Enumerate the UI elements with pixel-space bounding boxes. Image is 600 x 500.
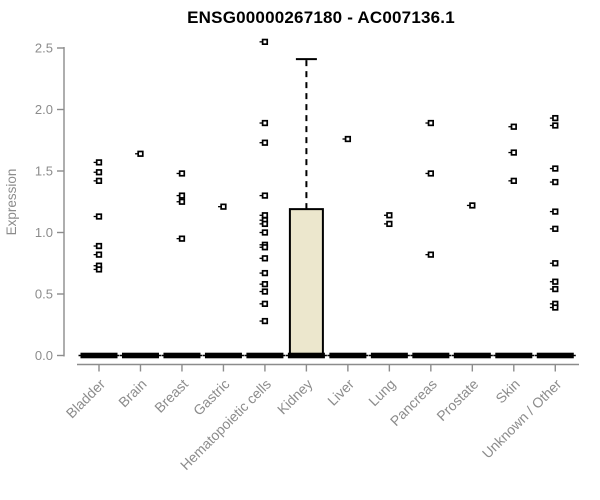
outlier-point: [427, 119, 434, 127]
outlier-point: [261, 244, 269, 251]
outlier-point: [178, 235, 186, 242]
outlier-point: [178, 170, 186, 177]
y-tick-label: 1.5: [35, 164, 53, 179]
outlier-point: [261, 288, 269, 295]
outlier-point: [95, 266, 103, 273]
median-bar: [287, 352, 325, 359]
outlier-point: [95, 177, 103, 184]
outlier-point: [261, 220, 269, 228]
outlier-point: [261, 212, 269, 219]
outlier-point: [344, 135, 352, 143]
outlier-point: [137, 150, 144, 157]
x-axis-label: Brain: [115, 376, 149, 410]
outlier-point: [552, 114, 559, 122]
outlier-point: [95, 159, 103, 166]
y-tick-label: 2.5: [35, 41, 53, 56]
x-axis-label: Breast: [151, 376, 191, 416]
outlier-point: [552, 278, 559, 285]
outlier-point: [178, 198, 186, 205]
median-bar: [536, 352, 574, 359]
outlier-point: [386, 212, 393, 219]
outlier-point: [386, 220, 393, 228]
median-bar: [80, 352, 118, 359]
outlier-point: [261, 300, 269, 307]
outlier-point: [552, 225, 559, 232]
box: [288, 208, 324, 357]
outlier-point: [427, 170, 434, 177]
outlier-point: [552, 178, 559, 186]
y-axis-title: Expression: [4, 169, 19, 236]
median-bar: [163, 352, 201, 359]
outlier-point: [261, 255, 269, 262]
outlier-point: [469, 202, 476, 209]
outlier-point: [552, 165, 559, 172]
chart-title: ENSG00000267180 - AC007136.1: [187, 8, 455, 27]
median-bar: [204, 352, 242, 359]
outlier-point: [261, 192, 269, 199]
outlier-point: [552, 260, 559, 267]
outlier-point: [552, 122, 559, 129]
outlier-point: [220, 203, 227, 210]
median-bar: [246, 352, 284, 359]
outlier-point: [261, 139, 269, 146]
outlier-point: [95, 169, 103, 176]
x-axis-label: Bladder: [63, 376, 109, 422]
median-bar: [329, 352, 367, 359]
outlier-point: [261, 119, 269, 127]
y-tick-label: 1.0: [35, 225, 53, 240]
outlier-point: [510, 177, 517, 184]
x-axis-label: Liver: [324, 376, 357, 409]
outlier-point: [427, 251, 434, 258]
y-tick-label: 2.0: [35, 102, 53, 117]
outlier-point: [95, 213, 103, 220]
x-axis-label: Skin: [492, 376, 523, 407]
outlier-point: [261, 317, 269, 325]
outlier-point: [95, 251, 103, 258]
median-bar: [495, 352, 533, 359]
outlier-point: [552, 285, 559, 293]
x-axis-label: Unknown / Other: [479, 376, 565, 462]
outlier-point: [261, 38, 269, 45]
outlier-point: [510, 149, 517, 156]
x-axis-label: Prostate: [433, 376, 481, 424]
median-bar: [121, 352, 159, 359]
y-tick-label: 0.0: [35, 348, 53, 363]
outlier-point: [510, 123, 517, 130]
outlier-point: [178, 192, 186, 199]
median-bar: [370, 352, 408, 359]
median-bar: [412, 352, 450, 359]
outlier-point: [261, 281, 269, 288]
outlier-point: [552, 304, 559, 311]
outlier-point: [261, 269, 269, 277]
median-bar: [453, 352, 491, 359]
outlier-point: [552, 208, 559, 215]
outlier-point: [95, 242, 103, 250]
y-tick-label: 0.5: [35, 287, 53, 302]
outlier-point: [261, 229, 269, 236]
x-axis-label: Lung: [365, 376, 398, 409]
x-axis-label: Kidney: [274, 376, 316, 418]
